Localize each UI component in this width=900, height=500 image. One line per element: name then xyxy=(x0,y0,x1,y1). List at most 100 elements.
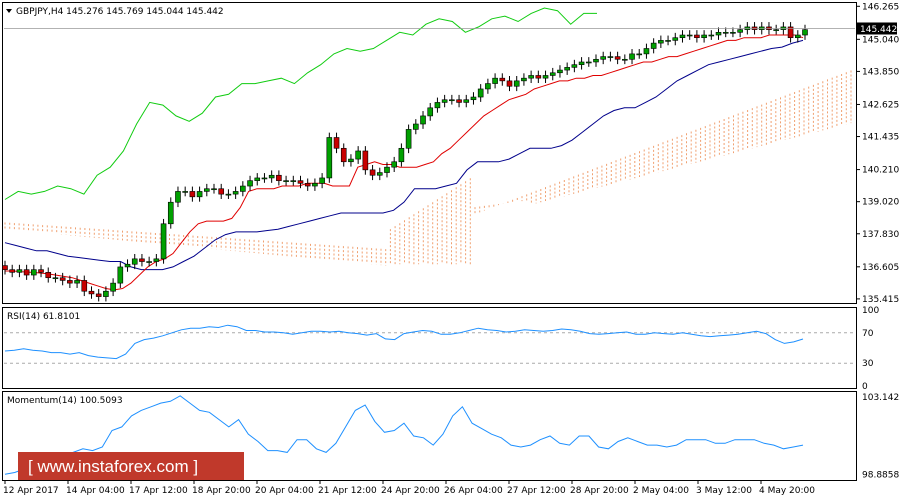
bull-candle xyxy=(225,193,232,196)
rsi-tick-label: 70 xyxy=(862,329,874,339)
y-tick-label: 141.435 xyxy=(862,133,899,143)
bull-candle xyxy=(261,177,268,180)
bull-candle xyxy=(211,188,217,191)
bear-candle xyxy=(333,137,340,149)
bull-candle xyxy=(643,48,650,55)
bull-candle xyxy=(405,129,412,149)
momentum-tick-label: 98.8858 xyxy=(862,471,899,481)
bear-candle xyxy=(81,280,88,292)
bear-candle xyxy=(59,277,66,281)
bull-candle xyxy=(730,32,736,34)
momentum-label: Momentum(14) 100.5093 xyxy=(7,396,123,406)
bull-candle xyxy=(513,80,520,87)
bull-candle xyxy=(679,34,686,39)
bull-candle xyxy=(326,137,333,179)
bull-candle xyxy=(232,191,239,195)
x-tick-label: 2 May 04:00 xyxy=(633,486,689,496)
bear-candle xyxy=(304,183,311,187)
bull-candle xyxy=(708,34,715,37)
bull-candle xyxy=(794,34,801,39)
rsi-plot: 100 70 30 0 xyxy=(4,306,879,392)
y-tick-label: 143.850 xyxy=(862,67,899,77)
bull-candle xyxy=(240,185,246,192)
bull-candle xyxy=(650,42,657,49)
momentum-line xyxy=(4,395,804,475)
bear-candle xyxy=(88,290,95,295)
rsi-tick-label: 100 xyxy=(862,306,879,316)
bull-candle xyxy=(701,34,707,39)
bull-candle xyxy=(463,99,470,103)
bull-candle xyxy=(477,88,484,98)
bull-candle xyxy=(557,69,563,74)
bull-candle xyxy=(312,183,318,187)
bull-candle xyxy=(571,64,578,68)
bear-candle xyxy=(189,191,196,198)
bull-candle xyxy=(204,188,210,192)
bull-candle xyxy=(196,191,203,198)
bull-candle xyxy=(16,269,23,273)
bull-candle xyxy=(182,191,188,193)
bull-candle xyxy=(521,77,527,82)
bull-candle xyxy=(549,72,556,76)
rsi-tick-label: 30 xyxy=(862,359,874,369)
rsi-line xyxy=(4,324,804,360)
bull-candle xyxy=(427,107,434,117)
bear-candle xyxy=(23,269,30,276)
bull-candle xyxy=(268,174,275,179)
bull-candle xyxy=(376,172,383,176)
bull-candle xyxy=(117,266,124,284)
bull-candle xyxy=(153,258,160,262)
x-tick-label: 18 Apr 20:00 xyxy=(192,486,251,496)
x-tick-label: 14 Apr 04:00 xyxy=(66,486,125,496)
bear-candle xyxy=(276,174,282,181)
bear-candle xyxy=(45,272,52,279)
kijun-sen-line xyxy=(4,39,804,271)
bull-candle xyxy=(715,32,722,36)
y-tick-label: 139.020 xyxy=(862,198,899,208)
bull-candle xyxy=(585,61,592,64)
bull-candle xyxy=(398,147,405,163)
bull-candle xyxy=(146,261,152,263)
bull-candle xyxy=(175,191,181,203)
watermark-text: [ www.instaforex.com ] xyxy=(28,457,198,476)
bull-candle xyxy=(686,34,693,37)
bear-candle xyxy=(95,293,102,297)
bull-candle xyxy=(802,29,808,36)
bull-candle xyxy=(737,29,743,33)
bull-candle xyxy=(254,177,261,181)
chikou-span-line xyxy=(4,7,597,200)
main-panel-frame xyxy=(2,2,857,304)
symbol-arrow-icon xyxy=(6,9,12,13)
x-tick-label: 28 Apr 20:00 xyxy=(570,486,629,496)
y-tick-label: 146.265 xyxy=(862,2,899,12)
x-tick-label: 17 Apr 12:00 xyxy=(129,486,188,496)
ichimoku-cloud xyxy=(4,70,852,266)
bear-candle xyxy=(218,188,225,195)
bull-candle xyxy=(31,269,37,276)
bull-candle xyxy=(578,61,585,65)
bull-candle xyxy=(672,37,679,41)
bull-candle xyxy=(124,263,131,268)
bull-candle xyxy=(470,96,477,101)
bull-candle xyxy=(564,67,570,71)
bull-candle xyxy=(103,290,109,297)
bull-candle xyxy=(74,280,80,284)
y-tick-label: 145.040 xyxy=(862,35,899,45)
rsi-tick-label: 0 xyxy=(862,382,868,392)
bull-candle xyxy=(290,180,297,182)
momentum-plot: 103.1425 98.8858 xyxy=(4,393,900,481)
watermark-bg xyxy=(18,452,244,480)
bull-candle xyxy=(384,166,390,173)
x-tick-label: 21 Apr 12:00 xyxy=(318,486,377,496)
bear-candle xyxy=(614,56,621,60)
bull-candle xyxy=(593,58,599,63)
bull-candle xyxy=(413,123,419,130)
current-price-tag xyxy=(857,22,897,35)
y-tick-label: 142.625 xyxy=(862,100,899,110)
bull-candle xyxy=(658,40,664,44)
x-tick-label: 12 Apr 2017 xyxy=(3,486,59,496)
bear-candle xyxy=(362,150,369,171)
bull-candle xyxy=(167,201,174,225)
bear-candle xyxy=(456,99,462,103)
